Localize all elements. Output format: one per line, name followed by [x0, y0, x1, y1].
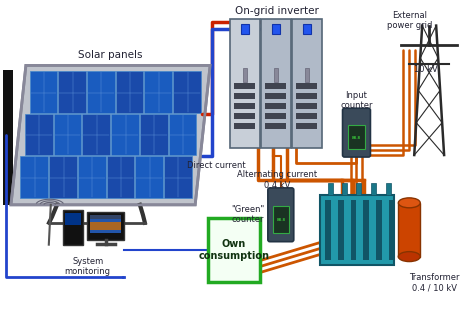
Bar: [234, 83, 255, 89]
Polygon shape: [140, 114, 168, 155]
Bar: [265, 103, 286, 109]
Text: Solar panels: Solar panels: [78, 50, 142, 60]
Bar: [90, 222, 121, 230]
Bar: [265, 113, 286, 119]
Bar: [63, 210, 82, 245]
Polygon shape: [173, 71, 201, 113]
Bar: [274, 68, 278, 82]
Bar: [65, 213, 81, 225]
Text: 88.8: 88.8: [352, 136, 361, 140]
Text: System
monitoring: System monitoring: [64, 257, 110, 276]
Polygon shape: [20, 156, 48, 198]
Bar: [230, 19, 260, 148]
Polygon shape: [111, 114, 139, 155]
Bar: [208, 218, 260, 283]
Polygon shape: [78, 156, 106, 198]
Polygon shape: [58, 71, 86, 113]
Text: 10 kV: 10 kV: [414, 65, 438, 75]
Bar: [90, 215, 121, 219]
Text: 88.8: 88.8: [276, 218, 285, 222]
Bar: [234, 113, 255, 119]
Bar: [376, 200, 383, 260]
Bar: [296, 103, 317, 109]
Text: Alternating current
0.4 kV: Alternating current 0.4 kV: [237, 170, 318, 190]
Text: Transformer
0.4 / 10 kV: Transformer 0.4 / 10 kV: [409, 273, 459, 292]
Bar: [265, 123, 286, 129]
Bar: [398, 203, 420, 257]
Text: Direct current: Direct current: [187, 162, 246, 170]
Text: External
power grid: External power grid: [387, 11, 432, 30]
Polygon shape: [136, 156, 163, 198]
Bar: [328, 183, 333, 195]
Polygon shape: [145, 71, 172, 113]
Bar: [273, 206, 289, 233]
Bar: [292, 19, 322, 148]
Polygon shape: [11, 65, 210, 205]
Bar: [234, 103, 255, 109]
Bar: [234, 93, 255, 99]
Bar: [296, 123, 317, 129]
Polygon shape: [164, 156, 192, 198]
Bar: [319, 195, 394, 265]
Bar: [296, 93, 317, 99]
Bar: [261, 19, 291, 148]
Polygon shape: [169, 114, 196, 155]
Bar: [87, 212, 125, 240]
Text: Own
consumption: Own consumption: [199, 239, 270, 261]
Bar: [350, 200, 356, 260]
Polygon shape: [87, 71, 115, 113]
Bar: [272, 24, 280, 34]
FancyBboxPatch shape: [343, 108, 370, 157]
Text: On-grid inverter: On-grid inverter: [236, 6, 319, 16]
Bar: [372, 183, 376, 195]
Polygon shape: [107, 156, 134, 198]
Ellipse shape: [398, 251, 420, 262]
Bar: [234, 123, 255, 129]
Text: Input
counter: Input counter: [340, 91, 373, 110]
Bar: [364, 200, 369, 260]
Bar: [356, 183, 362, 195]
Bar: [90, 215, 121, 233]
Text: "Green"
counter: "Green" counter: [231, 205, 264, 224]
Bar: [305, 68, 309, 82]
Polygon shape: [25, 114, 53, 155]
Polygon shape: [29, 71, 57, 113]
Ellipse shape: [398, 198, 420, 208]
Bar: [265, 83, 286, 89]
Bar: [325, 200, 330, 260]
FancyBboxPatch shape: [268, 188, 294, 242]
Polygon shape: [116, 71, 144, 113]
Bar: [389, 200, 395, 260]
Polygon shape: [54, 114, 82, 155]
Polygon shape: [82, 114, 110, 155]
Bar: [241, 24, 249, 34]
Bar: [265, 93, 286, 99]
Bar: [296, 83, 317, 89]
Bar: [3, 70, 13, 205]
Bar: [342, 183, 346, 195]
Bar: [243, 68, 247, 82]
Bar: [337, 200, 344, 260]
Polygon shape: [49, 156, 77, 198]
Bar: [386, 183, 392, 195]
Bar: [347, 125, 365, 149]
Bar: [303, 24, 310, 34]
Bar: [296, 113, 317, 119]
